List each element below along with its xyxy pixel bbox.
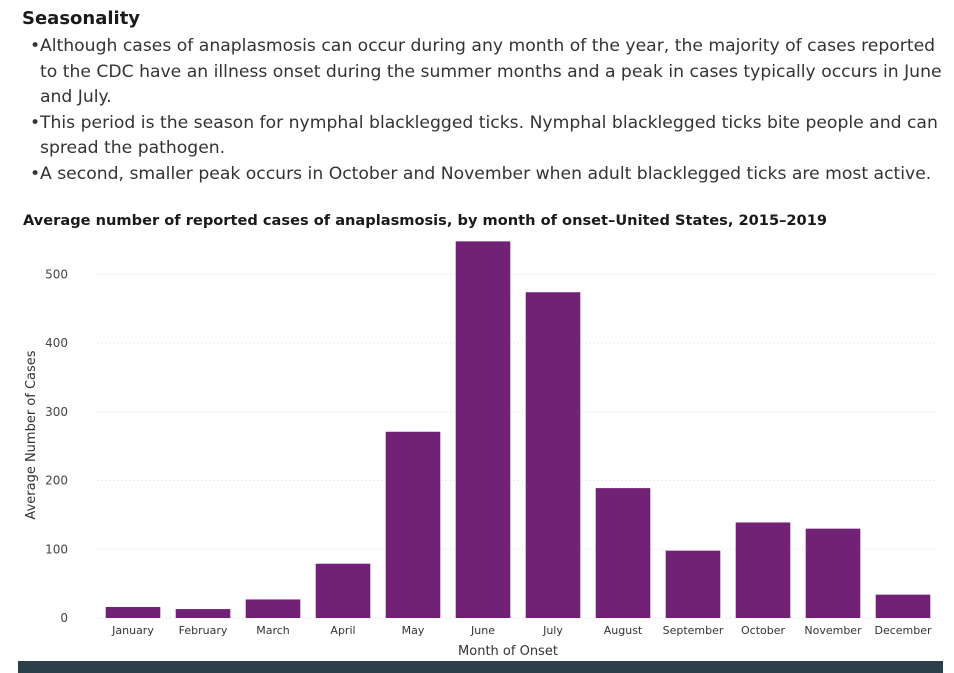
bullet-glyph: • xyxy=(30,36,41,56)
bullet-glyph: • xyxy=(30,163,41,184)
y-tick-label: 100 xyxy=(45,542,68,556)
x-tick-label: July xyxy=(542,624,563,637)
bullet-text: Although cases of anaplasmosis can occur… xyxy=(40,36,942,107)
bullet-glyph: • xyxy=(30,112,41,133)
x-tick-label: March xyxy=(256,624,290,637)
y-axis-title: Average Number of Cases xyxy=(24,350,39,519)
bar-january xyxy=(105,607,161,618)
bar-may xyxy=(385,431,441,618)
bullet-item: • Although cases of anaplasmosis can occu… xyxy=(30,34,945,111)
bullet-text: A second, smaller peak occurs in October… xyxy=(40,163,932,184)
bar-june xyxy=(455,241,511,618)
bar-october xyxy=(735,522,791,618)
bar-november xyxy=(805,528,861,618)
bar-september xyxy=(665,550,721,618)
x-axis-title: Month of Onset xyxy=(458,644,558,659)
x-tick-label: January xyxy=(111,624,154,637)
bar-august xyxy=(595,488,651,618)
bullet-item: • A second, smaller peak occurs in Octobe… xyxy=(30,162,945,188)
bullet-list: • Although cases of anaplasmosis can occu… xyxy=(30,34,945,187)
x-tick-label: April xyxy=(330,624,355,637)
y-tick-label: 500 xyxy=(45,267,68,281)
bar-march xyxy=(245,599,301,618)
bar-december xyxy=(875,594,931,618)
x-tick-label: December xyxy=(874,624,932,637)
y-tick-label: 200 xyxy=(45,474,68,488)
x-tick-label: June xyxy=(470,624,495,637)
y-tick-label: 0 xyxy=(60,611,68,625)
bar-july xyxy=(525,292,581,618)
chart-title: Average number of reported cases of anap… xyxy=(23,212,828,229)
section-heading: Seasonality xyxy=(22,8,141,29)
x-tick-label: November xyxy=(804,624,862,637)
bar-april xyxy=(315,563,371,618)
y-tick-label: 300 xyxy=(45,405,68,419)
footer-bar xyxy=(18,661,943,673)
bullet-text: This period is the season for nymphal bl… xyxy=(40,112,938,159)
y-tick-label: 400 xyxy=(45,336,68,350)
x-tick-label: August xyxy=(604,624,643,637)
x-tick-label: February xyxy=(179,624,228,637)
x-tick-label: May xyxy=(402,624,425,637)
x-tick-label: October xyxy=(741,624,785,637)
bullet-item: • This period is the season for nymphal b… xyxy=(30,111,945,162)
bar-february xyxy=(175,609,231,618)
x-tick-label: September xyxy=(663,624,724,637)
